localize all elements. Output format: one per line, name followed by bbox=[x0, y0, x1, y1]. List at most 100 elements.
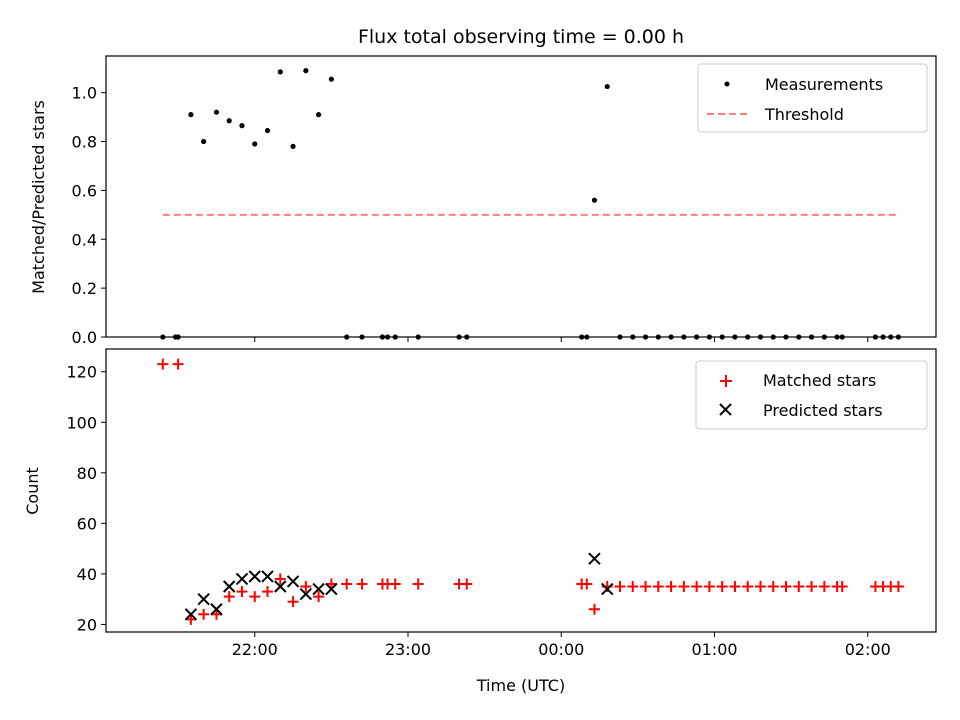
bottom-y-tick-label: 40 bbox=[77, 565, 97, 584]
matched-star-point bbox=[274, 573, 286, 585]
predicted-star-point bbox=[312, 582, 325, 596]
legend-label-predicted-stars: Predicted stars bbox=[763, 401, 883, 420]
matched-star-point bbox=[262, 586, 274, 598]
bottom-y-tick-label: 80 bbox=[77, 464, 97, 483]
measurement-point bbox=[252, 141, 258, 147]
panel-top: 0.0 0.2 0.4 0.6 0.8 1.0 Matched/Predicted sta… bbox=[29, 55, 937, 347]
matched-star-point bbox=[300, 581, 312, 593]
matched-star-point bbox=[581, 578, 593, 590]
bottom-legend-box bbox=[695, 360, 928, 430]
matched-star-point bbox=[729, 581, 741, 593]
legend-label-matched-stars: Matched stars bbox=[763, 371, 876, 390]
top-y-tick-label: 0.0 bbox=[72, 328, 97, 347]
matched-star-point bbox=[287, 596, 299, 608]
matched-star-point bbox=[806, 581, 818, 593]
top-axes-frame bbox=[105, 55, 937, 338]
top-y-axis-label: Matched/Predicted stars bbox=[29, 100, 48, 294]
matched-star-point bbox=[313, 591, 325, 603]
bottom-y-tick-label: 120 bbox=[66, 363, 97, 382]
bottom-axes-frame bbox=[105, 348, 937, 633]
measurement-point bbox=[188, 112, 194, 118]
matched-star-point bbox=[793, 581, 805, 593]
top-y-tick-label: 0.6 bbox=[72, 181, 97, 200]
matched-star-point bbox=[678, 581, 690, 593]
x-axis-label: Time (UTC) bbox=[476, 676, 565, 695]
measurement-point bbox=[316, 112, 322, 118]
bottom-y-tick-label: 20 bbox=[77, 615, 97, 634]
matched-star-point bbox=[691, 581, 703, 593]
matched-star-point bbox=[652, 581, 664, 593]
matched-star-point bbox=[716, 581, 728, 593]
predicted-star-point bbox=[286, 575, 300, 588]
x-tick-label: 00:00 bbox=[538, 640, 584, 659]
legend-label-threshold: Threshold bbox=[764, 105, 844, 124]
bottom-y-tick-label: 60 bbox=[77, 514, 97, 533]
predicted-star-point bbox=[223, 580, 236, 593]
bottom-ticks: 22:00 23:00 00:00 01:00 02:00 20 40 60 80 100 120 bbox=[66, 363, 890, 659]
legend-marker-matched-stars bbox=[720, 375, 732, 387]
predicted-star-point bbox=[197, 592, 210, 606]
bottom-legend: Matched stars Predicted stars bbox=[695, 360, 928, 430]
matched-star-point bbox=[341, 578, 353, 590]
bottom-y-axis-label: Count bbox=[23, 467, 42, 515]
predicted-star-point bbox=[325, 582, 338, 596]
matched-star-point bbox=[249, 591, 261, 603]
x-tick-label: 23:00 bbox=[385, 640, 431, 659]
matched-star-point bbox=[614, 581, 626, 593]
x-tick-label: 22:00 bbox=[232, 640, 278, 659]
matched-star-point bbox=[767, 581, 779, 593]
top-y-tick-label: 0.8 bbox=[72, 133, 97, 152]
matched-star-point bbox=[412, 578, 424, 590]
top-y-tick-label: 1.0 bbox=[72, 84, 97, 103]
bottom-marks bbox=[157, 358, 904, 625]
measurement-point bbox=[264, 127, 271, 134]
predicted-star-point bbox=[261, 570, 274, 583]
matched-star-point bbox=[703, 581, 715, 593]
matched-star-point bbox=[588, 603, 600, 615]
predicted-star-point bbox=[588, 552, 601, 565]
chart-title: Flux total observing time = 0.00 h bbox=[358, 26, 684, 48]
measurement-point bbox=[213, 109, 220, 115]
top-ticks: 0.0 0.2 0.4 0.6 0.8 1.0 bbox=[72, 84, 869, 347]
matched-star-point bbox=[389, 578, 401, 590]
predicted-star-point bbox=[274, 580, 287, 593]
matched-star-point bbox=[356, 578, 368, 590]
predicted-star-point bbox=[299, 587, 313, 601]
measurement-point bbox=[328, 76, 334, 82]
matched-star-point bbox=[198, 608, 210, 620]
predicted-star-point bbox=[601, 582, 614, 596]
x-tick-label: 02:00 bbox=[845, 640, 891, 659]
matched-star-point bbox=[223, 591, 235, 603]
matched-star-point bbox=[836, 581, 848, 593]
panel-bottom: 22:00 23:00 00:00 01:00 02:0020406080100120 … bbox=[23, 348, 937, 695]
predicted-star-point bbox=[248, 570, 261, 583]
legend-label-measurements: Measurements bbox=[765, 75, 883, 94]
matched-star-point bbox=[742, 581, 754, 593]
measurement-point bbox=[277, 69, 283, 75]
top-y-tick-label: 0.4 bbox=[72, 230, 97, 249]
matched-star-point bbox=[640, 581, 652, 593]
measurement-point bbox=[239, 123, 245, 129]
measurement-point bbox=[290, 143, 296, 150]
predicted-star-point bbox=[235, 572, 249, 586]
matched-star-point bbox=[172, 358, 184, 370]
measurement-point bbox=[226, 118, 232, 124]
top-legend-box bbox=[697, 63, 928, 133]
matched-star-point bbox=[627, 581, 639, 593]
matched-star-point bbox=[157, 358, 169, 370]
bottom-y-tick-label: 100 bbox=[66, 413, 97, 432]
measurement-point bbox=[303, 68, 309, 74]
matched-star-point bbox=[780, 581, 792, 593]
matched-star-point bbox=[754, 581, 766, 593]
x-tick-label: 01:00 bbox=[691, 640, 737, 659]
matched-star-point bbox=[236, 586, 248, 598]
predicted-star-point bbox=[184, 608, 198, 621]
measurement-point bbox=[591, 197, 598, 203]
matched-star-point bbox=[665, 581, 677, 593]
top-legend: Measurements Threshold bbox=[697, 63, 928, 133]
predicted-star-point bbox=[210, 603, 223, 616]
measurement-point bbox=[604, 83, 610, 90]
matched-star-point bbox=[461, 578, 473, 590]
legend-marker-predicted-stars bbox=[719, 403, 732, 416]
